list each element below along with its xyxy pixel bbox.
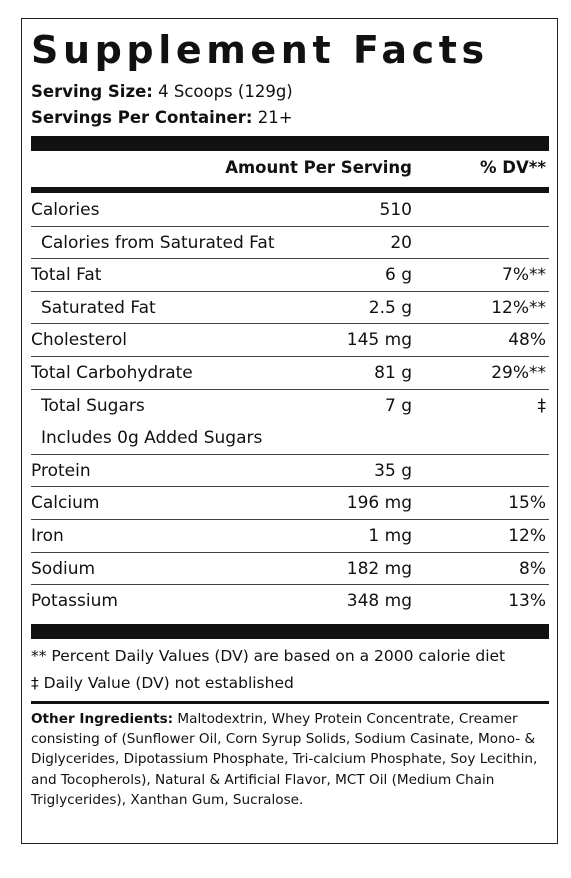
nutrient-dv: 29%** bbox=[491, 362, 546, 383]
serving-size-value: 4 Scoops (129g) bbox=[152, 82, 293, 101]
table-row: Protein 35 g bbox=[31, 455, 549, 488]
nutrient-label: Saturated Fat bbox=[41, 297, 156, 318]
nutrient-label: Total Carbohydrate bbox=[31, 362, 193, 383]
footnote-divider bbox=[31, 701, 549, 704]
nutrient-label: Includes 0g Added Sugars bbox=[41, 428, 263, 449]
footnote-dv-not-established: ‡ Daily Value (DV) not established bbox=[31, 674, 294, 692]
table-row: Includes 0g Added Sugars bbox=[31, 422, 549, 455]
serving-size: Serving Size: 4 Scoops (129g) bbox=[31, 81, 293, 103]
servings-per-container-value: 21+ bbox=[252, 108, 293, 127]
table-row: Total Sugars 7 g ‡ bbox=[31, 390, 549, 423]
table-row: Saturated Fat 2.5 g 12%** bbox=[31, 292, 549, 325]
nutrient-amount: 20 bbox=[390, 232, 412, 253]
nutrient-amount: 145 mg bbox=[346, 330, 412, 351]
table-row: Iron 1 mg 12% bbox=[31, 520, 549, 553]
nutrient-label: Sodium bbox=[31, 558, 96, 579]
nutrient-amount: 35 g bbox=[374, 460, 412, 481]
other-ingredients: Other Ingredients: Maltodextrin, Whey Pr… bbox=[31, 709, 549, 810]
other-ingredients-label: Other Ingredients: bbox=[31, 711, 174, 727]
thick-divider-top bbox=[31, 136, 549, 151]
table-header: Amount Per Serving % DV** bbox=[31, 152, 549, 186]
nutrient-dv: 15% bbox=[508, 493, 546, 514]
nutrient-amount: 196 mg bbox=[346, 493, 412, 514]
nutrient-label: Calories bbox=[31, 200, 100, 220]
header-percent-dv: % DV** bbox=[480, 158, 546, 177]
header-divider bbox=[31, 187, 549, 193]
nutrient-table: Calories 510 Calories from Saturated Fat… bbox=[31, 194, 549, 618]
footnote-percent-dv: ** Percent Daily Values (DV) are based o… bbox=[31, 647, 506, 665]
nutrient-label: Protein bbox=[31, 460, 91, 481]
servings-per-container-label: Servings Per Container: bbox=[31, 108, 253, 127]
table-row: Total Fat 6 g 7%** bbox=[31, 259, 549, 292]
nutrient-amount: 2.5 g bbox=[368, 297, 412, 318]
table-row: Cholesterol 145 mg 48% bbox=[31, 324, 549, 357]
nutrient-label: Potassium bbox=[31, 591, 118, 612]
other-ingredients-text: Maltodextrin, Whey Protein Concentrate, … bbox=[31, 711, 538, 808]
panel-title: Supplement Facts bbox=[31, 28, 489, 72]
nutrient-label: Total Sugars bbox=[41, 395, 145, 416]
table-row: Potassium 348 mg 13% bbox=[31, 585, 549, 618]
nutrient-dv: 7%** bbox=[502, 265, 546, 286]
nutrient-label: Iron bbox=[31, 525, 64, 546]
nutrient-amount: 7 g bbox=[384, 395, 412, 416]
table-row: Calcium 196 mg 15% bbox=[31, 487, 549, 520]
nutrient-dv: 8% bbox=[519, 558, 546, 579]
nutrient-amount: 6 g bbox=[384, 265, 412, 286]
table-row: Calories from Saturated Fat 20 bbox=[31, 227, 549, 260]
nutrient-dv: 12%** bbox=[491, 297, 546, 318]
nutrient-label: Calcium bbox=[31, 493, 100, 514]
nutrient-dv: 48% bbox=[508, 330, 546, 351]
nutrient-amount: 1 mg bbox=[368, 525, 412, 546]
thick-divider-bottom bbox=[31, 624, 549, 639]
nutrient-label: Total Fat bbox=[31, 265, 102, 286]
nutrient-amount: 510 bbox=[379, 200, 412, 220]
nutrient-label: Calories from Saturated Fat bbox=[41, 232, 275, 253]
servings-per-container: Servings Per Container: 21+ bbox=[31, 107, 293, 129]
nutrient-amount: 182 mg bbox=[346, 558, 412, 579]
nutrient-dv: 12% bbox=[508, 525, 546, 546]
table-row: Calories 510 bbox=[31, 194, 549, 227]
header-amount-per-serving: Amount Per Serving bbox=[225, 158, 412, 177]
table-row: Total Carbohydrate 81 g 29%** bbox=[31, 357, 549, 390]
nutrient-dv: ‡ bbox=[537, 395, 547, 416]
serving-size-label: Serving Size: bbox=[31, 82, 153, 101]
nutrient-label: Cholesterol bbox=[31, 330, 127, 351]
nutrient-amount: 348 mg bbox=[346, 591, 412, 612]
nutrient-amount: 81 g bbox=[374, 362, 412, 383]
supplement-facts-panel: Supplement Facts Serving Size: 4 Scoops … bbox=[21, 18, 558, 844]
nutrient-dv: 13% bbox=[508, 591, 546, 612]
table-row: Sodium 182 mg 8% bbox=[31, 553, 549, 586]
